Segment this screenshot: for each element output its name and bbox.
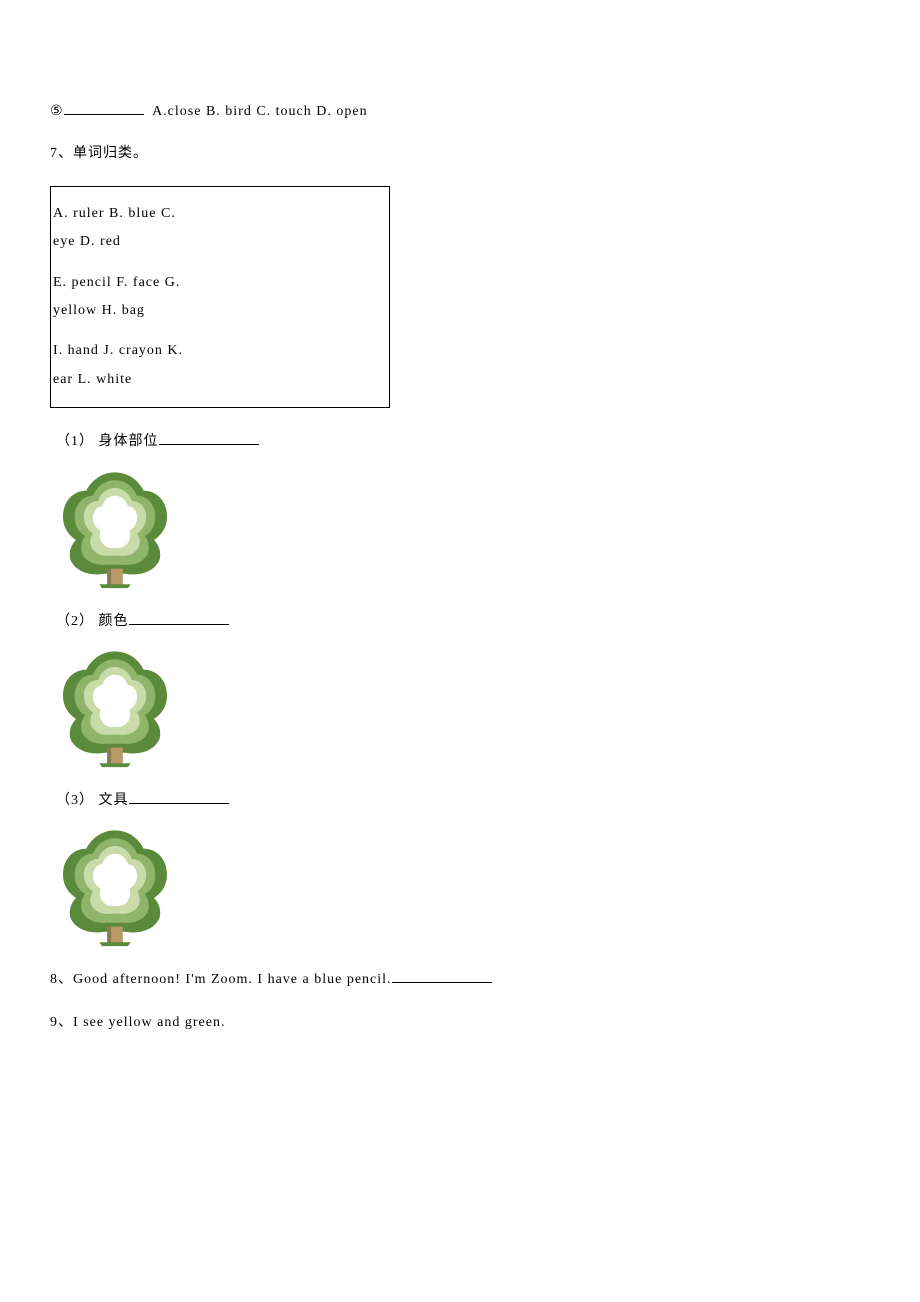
question-8-line: 8、Good afternoon! I'm Zoom. I have a blu… — [50, 968, 870, 991]
box-row-1: A. ruler B. blue C. — [53, 203, 387, 225]
question-5-line: ⑤ A.close B. bird C. touch D. open — [50, 100, 870, 123]
sub2-label: （2） 颜色 — [56, 614, 129, 629]
q5-options: A.close B. bird C. touch D. open — [152, 104, 368, 119]
q8-blank[interactable] — [392, 968, 492, 983]
q5-blank[interactable] — [64, 100, 144, 115]
tree-icon — [50, 462, 180, 592]
box-row-6: ear L. white — [53, 369, 387, 391]
question-9-line: 9、I see yellow and green. — [50, 1012, 870, 1034]
q5-number: ⑤ — [50, 104, 64, 119]
sub-question-2: （2） 颜色 — [56, 610, 870, 633]
tree-image-1 — [50, 462, 180, 592]
document-page: ⑤ A.close B. bird C. touch D. open 7、单词归… — [0, 0, 920, 1302]
tree-image-3 — [50, 820, 180, 950]
sub3-blank[interactable] — [129, 789, 229, 804]
tree-icon — [50, 820, 180, 950]
sub3-label: （3） 文具 — [56, 793, 129, 808]
sub1-blank[interactable] — [159, 430, 259, 445]
box-row-2: eye D. red — [53, 231, 387, 253]
sub1-label: （1） 身体部位 — [56, 434, 159, 449]
box-row-5: I. hand J. crayon K. — [53, 340, 387, 362]
sub-question-1: （1） 身体部位 — [56, 430, 870, 453]
box-row-4: yellow H. bag — [53, 300, 387, 322]
q9-text: 9、I see yellow and green. — [50, 1015, 225, 1030]
q8-text: 8、Good afternoon! I'm Zoom. I have a blu… — [50, 972, 392, 987]
sub2-blank[interactable] — [129, 610, 229, 625]
word-category-box: A. ruler B. blue C. eye D. red E. pencil… — [50, 186, 390, 408]
tree-image-2 — [50, 641, 180, 771]
question-7-title: 7、单词归类。 — [50, 143, 870, 165]
box-row-3: E. pencil F. face G. — [53, 272, 387, 294]
sub-question-3: （3） 文具 — [56, 789, 870, 812]
tree-icon — [50, 641, 180, 771]
